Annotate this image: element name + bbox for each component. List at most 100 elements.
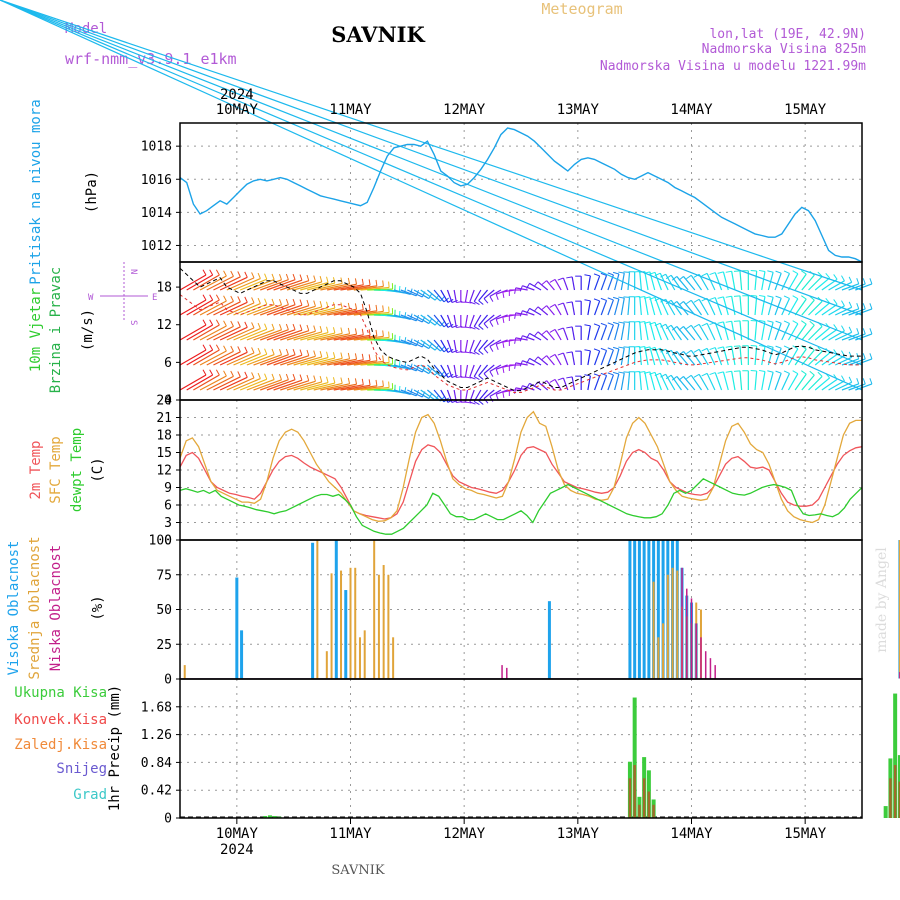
wind-barb-tick — [361, 278, 364, 285]
wind-barb-tick — [660, 348, 666, 353]
wind-barb-tick — [869, 303, 873, 310]
pressure-y-tick-label: 1012 — [141, 239, 172, 254]
wind-barb — [213, 326, 241, 341]
wind-barb — [433, 289, 445, 303]
wind-barb — [226, 352, 255, 366]
wind-barb-tick — [566, 326, 573, 329]
wind-barb — [266, 379, 296, 391]
wind-barb-tick — [230, 270, 234, 277]
wind-barb-tick — [469, 351, 476, 355]
wind-barb-tick — [489, 371, 494, 377]
wind-barb — [690, 349, 703, 366]
wind-barb — [739, 320, 743, 341]
mid-cloud-bar — [387, 574, 390, 679]
mid-cloud-bar — [382, 565, 385, 679]
wind-barb — [814, 352, 830, 366]
wind-barb — [627, 272, 631, 291]
wind-barb-tick — [633, 320, 640, 323]
wind-barb-tick — [623, 321, 630, 323]
wind-barb-tick — [654, 272, 661, 277]
wind-barb-tick — [451, 324, 458, 328]
wind-barb-tick — [717, 346, 724, 349]
wind-barb — [739, 345, 743, 366]
wind-barb — [722, 346, 729, 366]
pressure-ylabel: Pritisak na nivou mora — [28, 99, 44, 284]
wind-barb-tick — [593, 273, 600, 277]
wind-barb — [347, 360, 377, 366]
wind-barb-tick — [264, 373, 268, 380]
wind-barb — [213, 376, 241, 391]
wind-barb-tick — [833, 324, 838, 330]
total-precip-bar — [632, 697, 637, 818]
wind-barb-tick — [502, 291, 505, 299]
wind-barb-tick — [514, 312, 517, 319]
high-cloud-bar — [334, 540, 338, 679]
wind-barb — [199, 300, 227, 316]
temp-unit: (C) — [90, 457, 106, 482]
clouds-y-tick-label: 100 — [149, 534, 172, 549]
high-cloud-bar — [628, 540, 632, 679]
wind-barb-tick — [244, 371, 248, 378]
wind-barb — [393, 314, 411, 321]
wind-barb-tick — [665, 324, 672, 330]
wind-barb — [347, 385, 377, 391]
wind-barb-tick — [299, 349, 303, 356]
wind-barb-tick — [623, 271, 630, 273]
wind-barb-tick — [566, 301, 573, 304]
total-precip-bar — [263, 816, 268, 818]
wind-barb-tick — [825, 272, 830, 279]
wind-barb — [546, 330, 555, 341]
wind-barb — [306, 357, 336, 366]
wind-barb — [280, 330, 310, 341]
wind-barb — [0, 0, 863, 366]
wind-gust-line — [179, 294, 862, 393]
wind-barb — [781, 373, 791, 391]
wind-barb — [464, 339, 469, 353]
mid-cloud-bar — [671, 567, 674, 679]
wind-barb — [706, 348, 716, 366]
wind-speed-line — [179, 267, 862, 392]
wind-barb — [478, 389, 489, 401]
wind-barb-tick — [382, 380, 384, 387]
wind-barb-tick — [643, 296, 650, 299]
wind-barb — [464, 289, 469, 303]
wind-barb-tick — [686, 299, 692, 305]
wind-barb-tick — [717, 321, 724, 324]
conv-precip-bar — [628, 778, 632, 818]
wind-barb-tick — [638, 295, 645, 299]
wind-barb — [253, 354, 282, 366]
wind-barb-tick — [600, 322, 607, 326]
wind-barb-tick — [593, 323, 600, 327]
wind-barb — [593, 300, 601, 316]
conv-precip-bar — [638, 804, 641, 818]
wind-barb — [446, 289, 453, 303]
wind-barb — [313, 307, 343, 316]
tsfc-ylabel: SFC Temp — [48, 436, 64, 503]
wind-barb — [333, 309, 364, 316]
wind-barb-tick — [633, 270, 640, 273]
wind-barb — [698, 298, 709, 316]
wind-barb-tick — [775, 295, 782, 299]
wind-barb — [761, 346, 766, 366]
wind-barb — [644, 296, 649, 316]
wind-barb-tick — [209, 369, 214, 376]
pressure-y-tick-label: 1018 — [141, 140, 172, 155]
wind-barb — [529, 282, 542, 291]
wind-barb-tick — [361, 328, 364, 335]
wind-barb-tick — [725, 345, 732, 348]
compass-s: S — [128, 320, 138, 325]
total-precip-bar — [893, 693, 898, 818]
wind-barb — [483, 289, 495, 300]
wind-barb-tick — [347, 352, 351, 359]
wind-barb-tick — [717, 371, 724, 374]
high-cloud-bar — [240, 630, 244, 679]
wind-barb — [489, 339, 502, 347]
x-tick-bottom: 11MAY — [329, 826, 372, 842]
wind-barb-tick — [292, 323, 296, 330]
wind-barb-tick — [478, 325, 484, 330]
wind-barb-tick — [375, 279, 378, 286]
wind-barb-tick — [612, 321, 620, 325]
clouds-y-tick-label: 25 — [156, 638, 172, 653]
wind-barb — [489, 389, 502, 397]
wind-barb — [714, 297, 723, 316]
